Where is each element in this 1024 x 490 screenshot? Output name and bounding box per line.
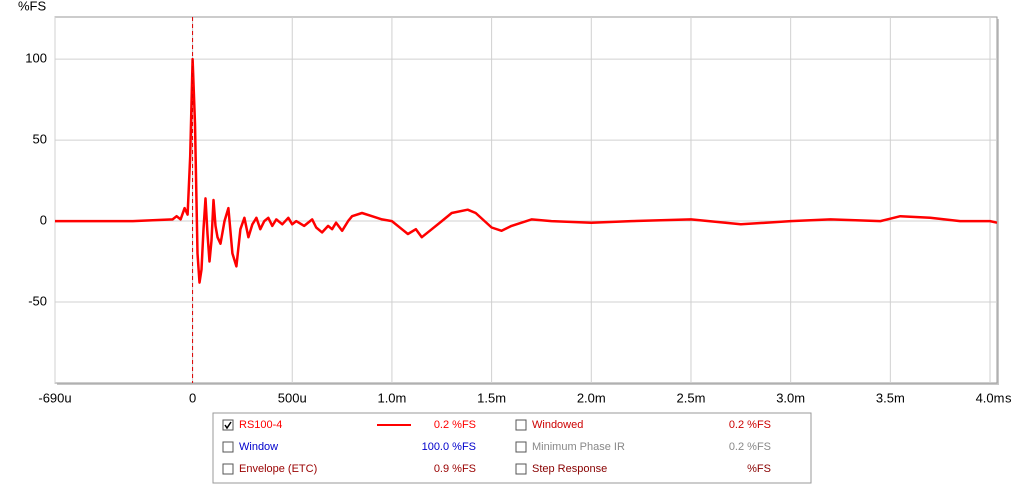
panel-value: 100.0 %FS <box>422 441 476 453</box>
panel-label: Minimum Phase IR <box>532 441 625 453</box>
panel-label: Envelope (ETC) <box>239 463 317 475</box>
x-tick-label: 1.0m <box>377 390 406 405</box>
x-tick-label: 500u <box>278 390 307 405</box>
panel-value: %FS <box>747 463 771 475</box>
x-tick-label: 2.5m <box>677 390 706 405</box>
y-tick-label: 100 <box>25 51 47 66</box>
panel-checkbox[interactable] <box>515 419 527 431</box>
x-tick-label: -690u <box>38 390 71 405</box>
legend-panel <box>212 412 812 484</box>
x-axis-label: s <box>1005 390 1012 405</box>
data-line <box>55 57 998 284</box>
x-tick-label: 0 <box>189 390 196 405</box>
panel-value: 0.2 %FS <box>729 441 771 453</box>
panel-checkbox[interactable] <box>515 441 527 453</box>
panel-label: Windowed <box>532 419 583 431</box>
x-tick-label: 4.0m <box>976 390 1005 405</box>
y-axis-label: %FS <box>18 0 47 13</box>
x-tick-label: 1.5m <box>477 390 506 405</box>
x-tick-label: 2.0m <box>577 390 606 405</box>
panel-value: 0.2 %FS <box>729 419 771 431</box>
legend-readout: 0.2 %FS <box>434 419 476 431</box>
panel-checkbox[interactable] <box>222 441 234 453</box>
y-tick-label: 50 <box>33 132 47 147</box>
x-tick-label: 3.5m <box>876 390 905 405</box>
x-tick-label: 3.0m <box>776 390 805 405</box>
panel-label: Step Response <box>532 463 607 475</box>
panel-label: Window <box>239 441 278 453</box>
y-tick-label: 0 <box>40 212 47 227</box>
panel-checkbox[interactable] <box>515 463 527 475</box>
series-checkbox[interactable] <box>222 419 234 431</box>
check-mark <box>224 421 232 430</box>
y-tick-label: -50 <box>28 293 47 308</box>
legend-label: RS100-4 <box>239 419 282 431</box>
plot-area <box>54 16 998 384</box>
panel-value: 0.9 %FS <box>434 463 476 475</box>
panel-checkbox[interactable] <box>222 463 234 475</box>
